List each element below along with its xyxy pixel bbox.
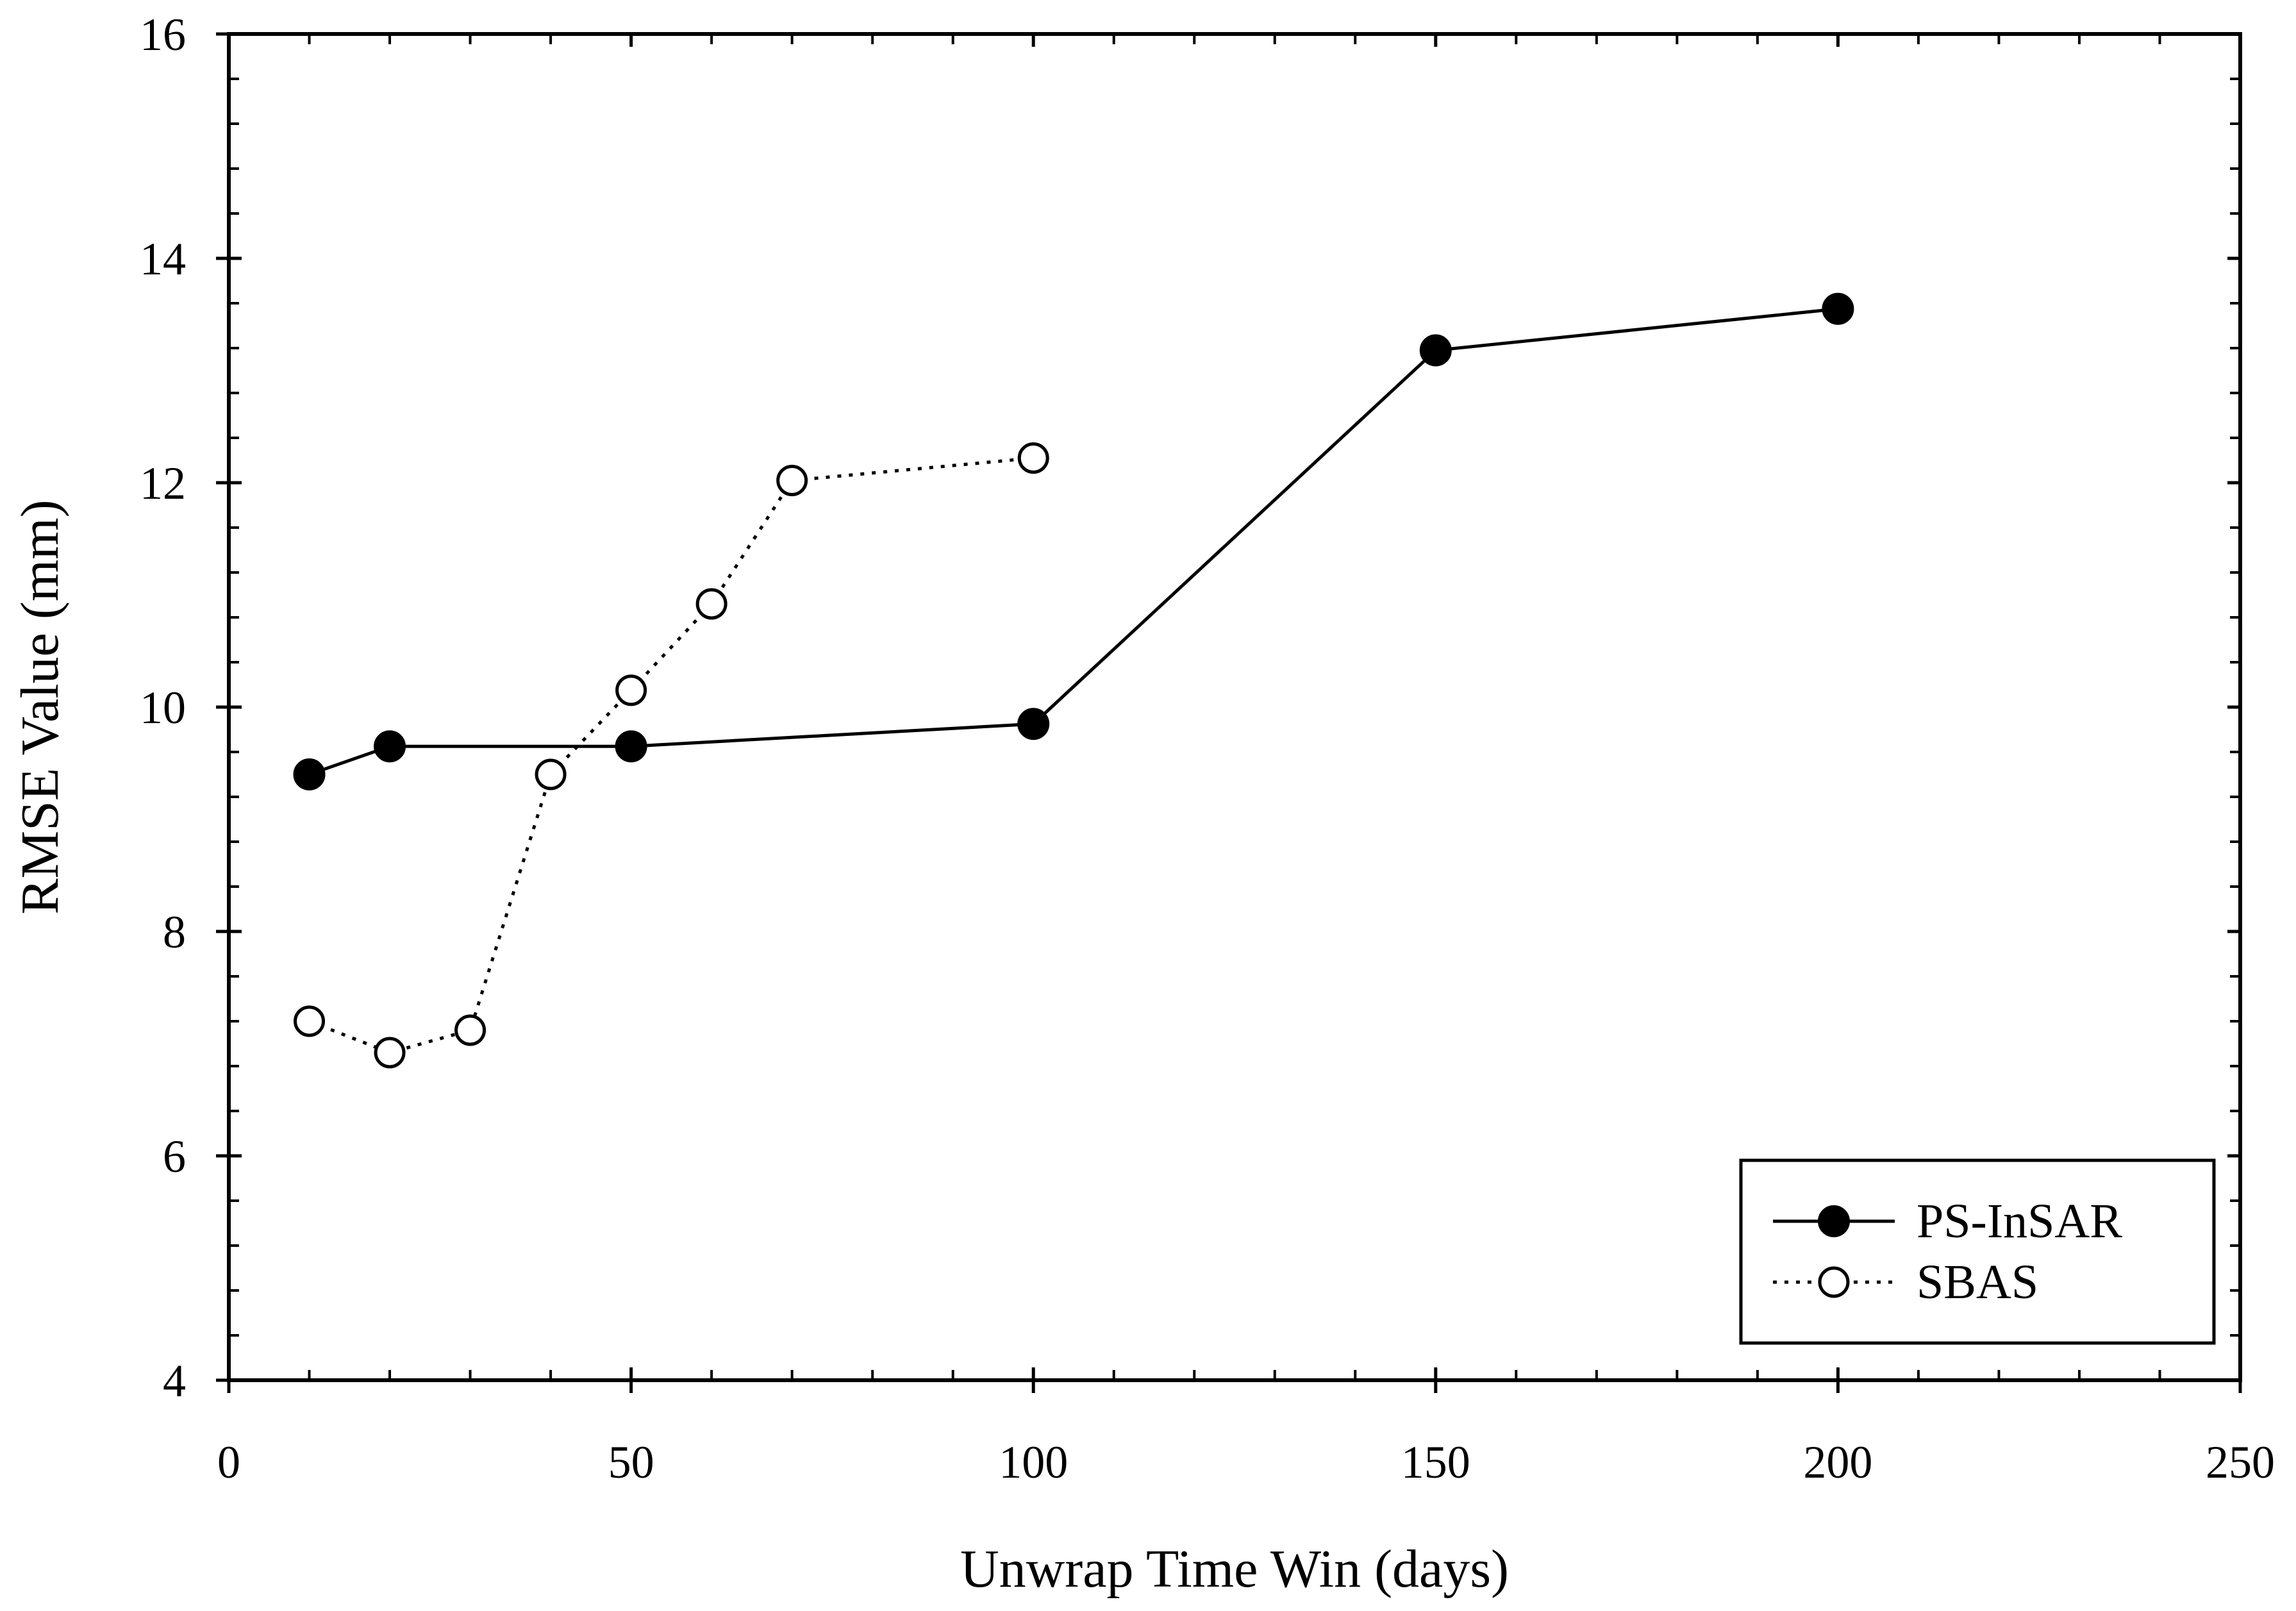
data-point-sbas	[294, 1005, 326, 1037]
series-line-sbas	[308, 456, 1034, 1055]
data-point-sbas	[374, 1037, 406, 1069]
data-point-ps-insar	[374, 730, 406, 763]
y-tick-label: 14	[140, 233, 186, 285]
legend-label-sbas: SBAS	[1917, 1255, 2038, 1309]
x-tick-label: 100	[999, 1437, 1068, 1488]
y-tick-label: 8	[163, 906, 186, 958]
data-point-ps-insar	[1017, 708, 1050, 740]
legend-marker-ps-insar	[1818, 1205, 1850, 1237]
data-point-sbas	[776, 465, 808, 496]
data-point-sbas	[615, 674, 647, 706]
y-axis-title: RMSE Value (mm)	[10, 499, 70, 914]
data-point-sbas	[454, 1014, 487, 1046]
y-tick-label: 12	[140, 458, 186, 509]
data-point-sbas	[1017, 442, 1049, 474]
y-tick-label: 16	[140, 9, 186, 60]
data-point-ps-insar	[615, 730, 647, 763]
data-point-sbas	[695, 588, 728, 620]
x-tick-label: 200	[1803, 1437, 1872, 1488]
x-tick-label: 50	[608, 1437, 654, 1488]
x-tick-label: 250	[2206, 1437, 2275, 1488]
data-point-ps-insar	[1822, 292, 1854, 325]
y-tick-label: 4	[163, 1355, 186, 1406]
legend-marker-sbas	[1818, 1266, 1850, 1298]
data-point-sbas	[535, 758, 567, 790]
series-layer	[293, 292, 1854, 1069]
legend: PS-InSAR SBAS	[1739, 1158, 2216, 1345]
tick-labels: 0 50 100 150 200 250 4 6 8 10 12 14 16	[140, 9, 2275, 1488]
data-point-ps-insar	[293, 758, 326, 790]
y-tick-label: 10	[140, 682, 186, 733]
x-axis-title: Unwrap Time Win (days)	[960, 1539, 1509, 1599]
legend-label-ps-insar: PS-InSAR	[1917, 1194, 2122, 1248]
plot-frame	[227, 32, 2242, 1382]
legend-box	[1739, 1158, 2216, 1345]
data-point-ps-insar	[1419, 334, 1452, 367]
x-tick-label: 0	[217, 1437, 240, 1488]
x-tick-label: 150	[1401, 1437, 1470, 1488]
y-tick-label: 6	[163, 1131, 186, 1182]
